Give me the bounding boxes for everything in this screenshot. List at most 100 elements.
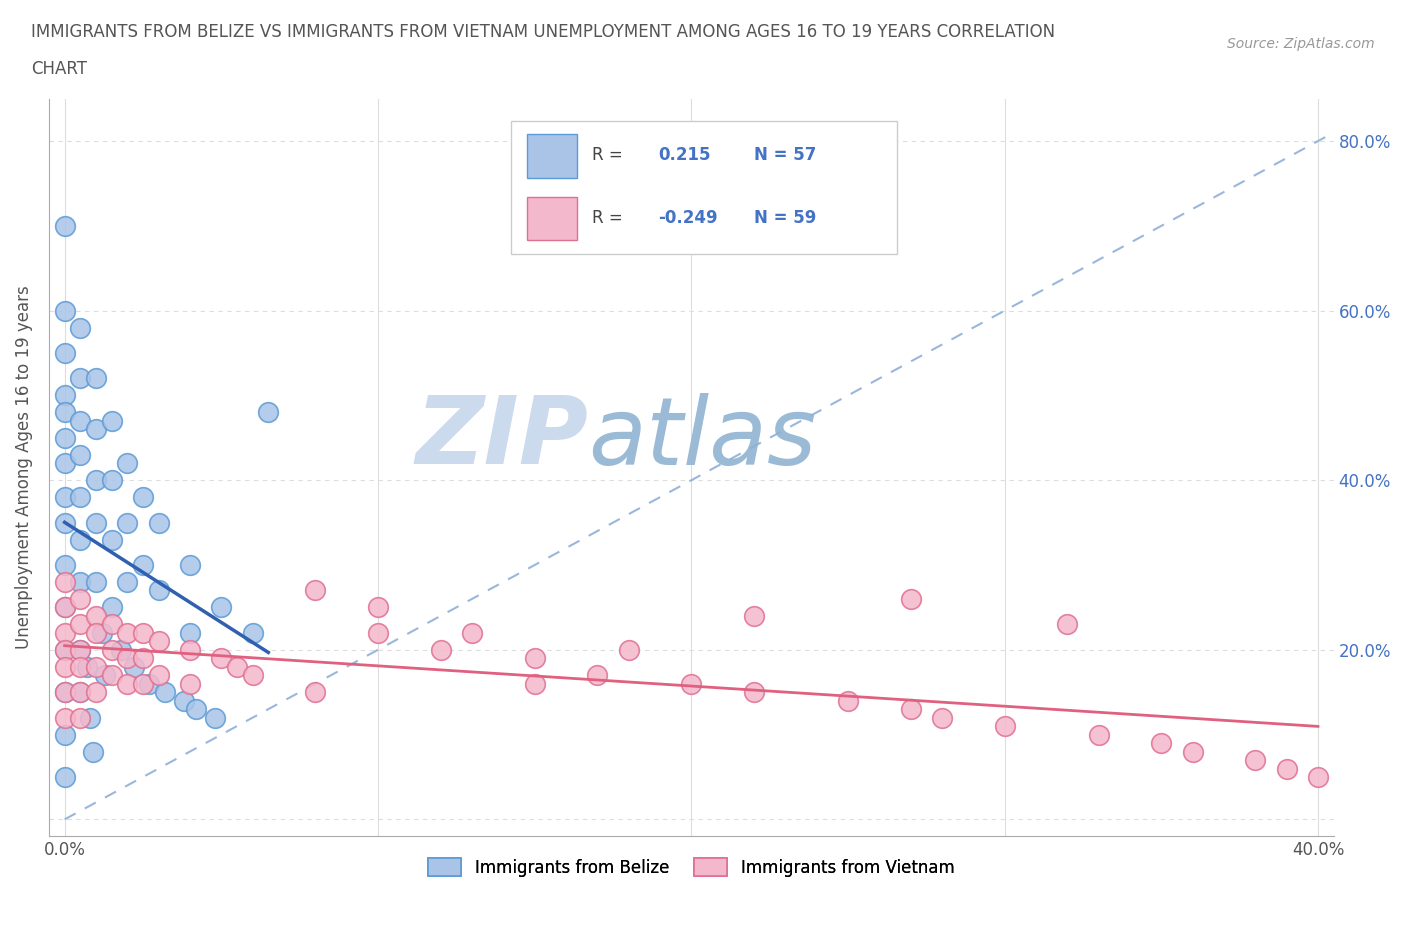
- Point: [226, 659, 249, 674]
- Point: [148, 668, 170, 683]
- Point: [69, 711, 91, 725]
- Y-axis label: Unemployment Among Ages 16 to 19 years: Unemployment Among Ages 16 to 19 years: [15, 286, 32, 649]
- Point: [76, 659, 98, 674]
- Point: [681, 676, 703, 691]
- Point: [100, 532, 122, 547]
- Point: [82, 744, 104, 759]
- Point: [122, 659, 145, 674]
- Text: atlas: atlas: [589, 392, 817, 484]
- Point: [84, 684, 107, 699]
- Point: [84, 422, 107, 437]
- Point: [53, 769, 76, 784]
- Point: [53, 727, 76, 742]
- Point: [53, 456, 76, 471]
- Point: [132, 651, 155, 666]
- Text: CHART: CHART: [31, 60, 87, 78]
- Point: [367, 625, 389, 640]
- Point: [742, 684, 765, 699]
- Point: [617, 643, 640, 658]
- Point: [461, 625, 484, 640]
- Point: [53, 490, 76, 505]
- Point: [523, 676, 546, 691]
- Point: [53, 643, 76, 658]
- Point: [69, 575, 91, 590]
- Point: [117, 575, 139, 590]
- Point: [69, 320, 91, 335]
- Text: Source: ZipAtlas.com: Source: ZipAtlas.com: [1227, 37, 1375, 51]
- Point: [94, 668, 117, 683]
- Point: [367, 600, 389, 615]
- Point: [242, 625, 264, 640]
- Point: [117, 651, 139, 666]
- Point: [117, 515, 139, 530]
- Point: [179, 625, 201, 640]
- Point: [304, 583, 326, 598]
- Point: [117, 625, 139, 640]
- Point: [84, 608, 107, 623]
- Point: [100, 472, 122, 487]
- Point: [209, 651, 232, 666]
- Point: [53, 684, 76, 699]
- Point: [100, 617, 122, 631]
- Point: [53, 600, 76, 615]
- Point: [69, 532, 91, 547]
- Point: [69, 617, 91, 631]
- Point: [84, 515, 107, 530]
- Point: [132, 625, 155, 640]
- Point: [1150, 736, 1173, 751]
- Point: [53, 303, 76, 318]
- Point: [148, 515, 170, 530]
- Point: [53, 625, 76, 640]
- Point: [117, 676, 139, 691]
- Point: [100, 643, 122, 658]
- Point: [69, 643, 91, 658]
- Point: [53, 346, 76, 361]
- Point: [742, 608, 765, 623]
- Point: [84, 659, 107, 674]
- Point: [91, 625, 114, 640]
- Point: [148, 634, 170, 649]
- Point: [429, 643, 451, 658]
- Point: [1244, 752, 1267, 767]
- Point: [53, 643, 76, 658]
- Point: [931, 711, 953, 725]
- Point: [117, 456, 139, 471]
- Point: [69, 371, 91, 386]
- Point: [900, 591, 922, 606]
- Point: [1087, 727, 1109, 742]
- Point: [53, 711, 76, 725]
- Point: [110, 643, 132, 658]
- Point: [69, 659, 91, 674]
- Point: [69, 414, 91, 429]
- Point: [53, 405, 76, 419]
- Point: [69, 643, 91, 658]
- Point: [84, 371, 107, 386]
- Point: [148, 583, 170, 598]
- Text: ZIP: ZIP: [416, 392, 589, 484]
- Point: [53, 600, 76, 615]
- Point: [242, 668, 264, 683]
- Point: [79, 711, 101, 725]
- Text: IMMIGRANTS FROM BELIZE VS IMMIGRANTS FROM VIETNAM UNEMPLOYMENT AMONG AGES 16 TO : IMMIGRANTS FROM BELIZE VS IMMIGRANTS FRO…: [31, 23, 1054, 41]
- Point: [1306, 769, 1329, 784]
- Point: [100, 668, 122, 683]
- Point: [1056, 617, 1078, 631]
- Point: [84, 472, 107, 487]
- Point: [53, 575, 76, 590]
- Point: [586, 668, 609, 683]
- Point: [837, 693, 859, 708]
- Point: [257, 405, 280, 419]
- Point: [69, 447, 91, 462]
- Point: [900, 702, 922, 717]
- Point: [138, 676, 160, 691]
- Point: [53, 388, 76, 403]
- Point: [53, 684, 76, 699]
- Point: [84, 575, 107, 590]
- Point: [100, 414, 122, 429]
- Point: [53, 558, 76, 573]
- Point: [1275, 761, 1298, 776]
- Point: [304, 684, 326, 699]
- Point: [132, 558, 155, 573]
- Point: [53, 219, 76, 233]
- Point: [69, 490, 91, 505]
